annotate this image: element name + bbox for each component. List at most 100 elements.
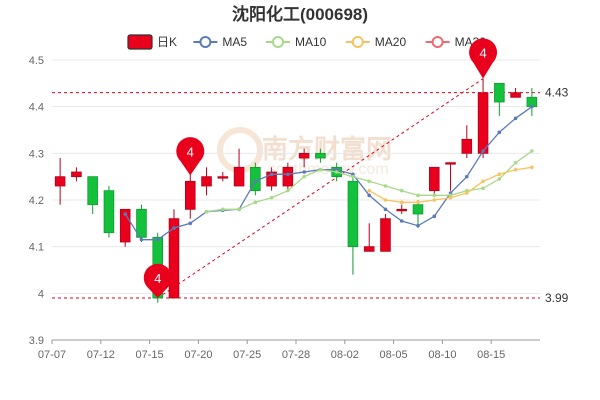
ma10-point [302,174,306,179]
x-tick-label: 07-07 [38,349,66,361]
candle-body [201,176,212,187]
ma5-point [188,221,193,226]
candle-body [428,166,440,192]
ma20-point [448,195,453,200]
candle [266,167,277,191]
y-tick-label: 3.9 [29,335,44,347]
ma10-point [204,209,209,214]
ma20-point [513,167,518,172]
candle-body [461,138,473,154]
candle [250,162,261,196]
candle-body [396,208,408,212]
annotation-pin: 4 [469,38,498,79]
ma5-point [172,226,176,230]
candle [71,167,82,182]
ma10-point [351,174,355,179]
ma5-point [416,223,420,228]
ma10-point [237,207,241,212]
candle [217,172,229,182]
ma5-point [302,170,306,174]
ref-line-label: 4.43 [545,86,569,100]
ma20-point [465,191,469,195]
x-tick-label: 08-15 [477,349,505,361]
ma20-point [416,200,420,205]
y-tick-label: 4.4 [29,102,44,114]
pin-shape [176,137,205,176]
ma5-point [432,214,437,219]
x-tick-label: 07-15 [136,349,164,361]
candle [510,88,521,98]
candles [54,78,538,303]
ma10-point [399,188,404,193]
pin-label: 4 [154,271,161,286]
candle-body [494,82,505,103]
candle [201,167,212,196]
candle-body [347,180,359,248]
annotation-pin: 4 [176,137,205,176]
annotations: 4 4 4 [143,38,498,298]
ma5-point [269,172,274,177]
candle-body [184,180,196,210]
ma10-point [530,149,534,153]
legend-label: MA10 [295,35,327,49]
ma5-line [124,106,533,241]
candle [136,204,147,242]
candle-body [477,92,489,154]
ma10-point [221,207,225,212]
candle-body [282,166,294,187]
candle [412,200,424,228]
candle-body [412,204,424,215]
candle [461,125,473,158]
pin-label: 4 [479,46,486,61]
trend-line [157,78,484,299]
x-tick-label: 08-05 [380,349,408,361]
ma5-point [155,237,160,242]
candle [54,158,66,205]
candle-body [54,176,66,187]
ma5-point [399,219,404,223]
candle-body [380,218,391,252]
x-tick-label: 08-02 [331,349,359,361]
ma5-point [383,207,388,212]
ma10-point [318,167,323,172]
candle-body [363,246,375,252]
watermark-text: 南方财富网 [262,134,392,164]
candle-rect-icon [127,34,153,50]
candle [494,82,505,116]
candle-body [87,176,98,206]
ma5-point [513,116,518,121]
ma10-point [269,195,274,200]
circle-line-icon [351,36,364,48]
x-tick-label: 07-25 [233,349,261,361]
candle-body [119,208,131,243]
x-tick-label: 07-12 [87,349,115,361]
candle [282,162,294,191]
y-tick-label: 4.3 [29,148,44,160]
legend-item: MA20 [345,35,407,49]
ma20-point [530,165,534,170]
ma10-point [513,160,518,165]
legend-label: MA20 [375,35,407,49]
pin-shape [469,38,498,79]
ma10-point [286,188,290,193]
ma10-point [367,179,372,184]
legend-item: MA10 [266,35,327,49]
candle-body [71,171,82,178]
ma5-point [123,212,127,216]
candle [380,214,391,252]
candle [87,176,98,214]
candle [315,148,326,163]
y-tick-label: 4 [38,288,44,300]
ma10-point [497,177,502,181]
legend: 日K MA5 MA10 MA20 MA30 [127,34,486,50]
y-tick-label: 4.2 [29,195,44,207]
x-tick-label: 07-28 [282,349,310,361]
ref-line-label: 3.99 [545,291,569,305]
candle-body [445,162,456,165]
ma10-point [253,200,258,205]
circle-line-icon [431,36,444,48]
annotation-pin: 4 [143,263,172,298]
candle-body [233,166,245,187]
ma10-point [481,186,485,191]
